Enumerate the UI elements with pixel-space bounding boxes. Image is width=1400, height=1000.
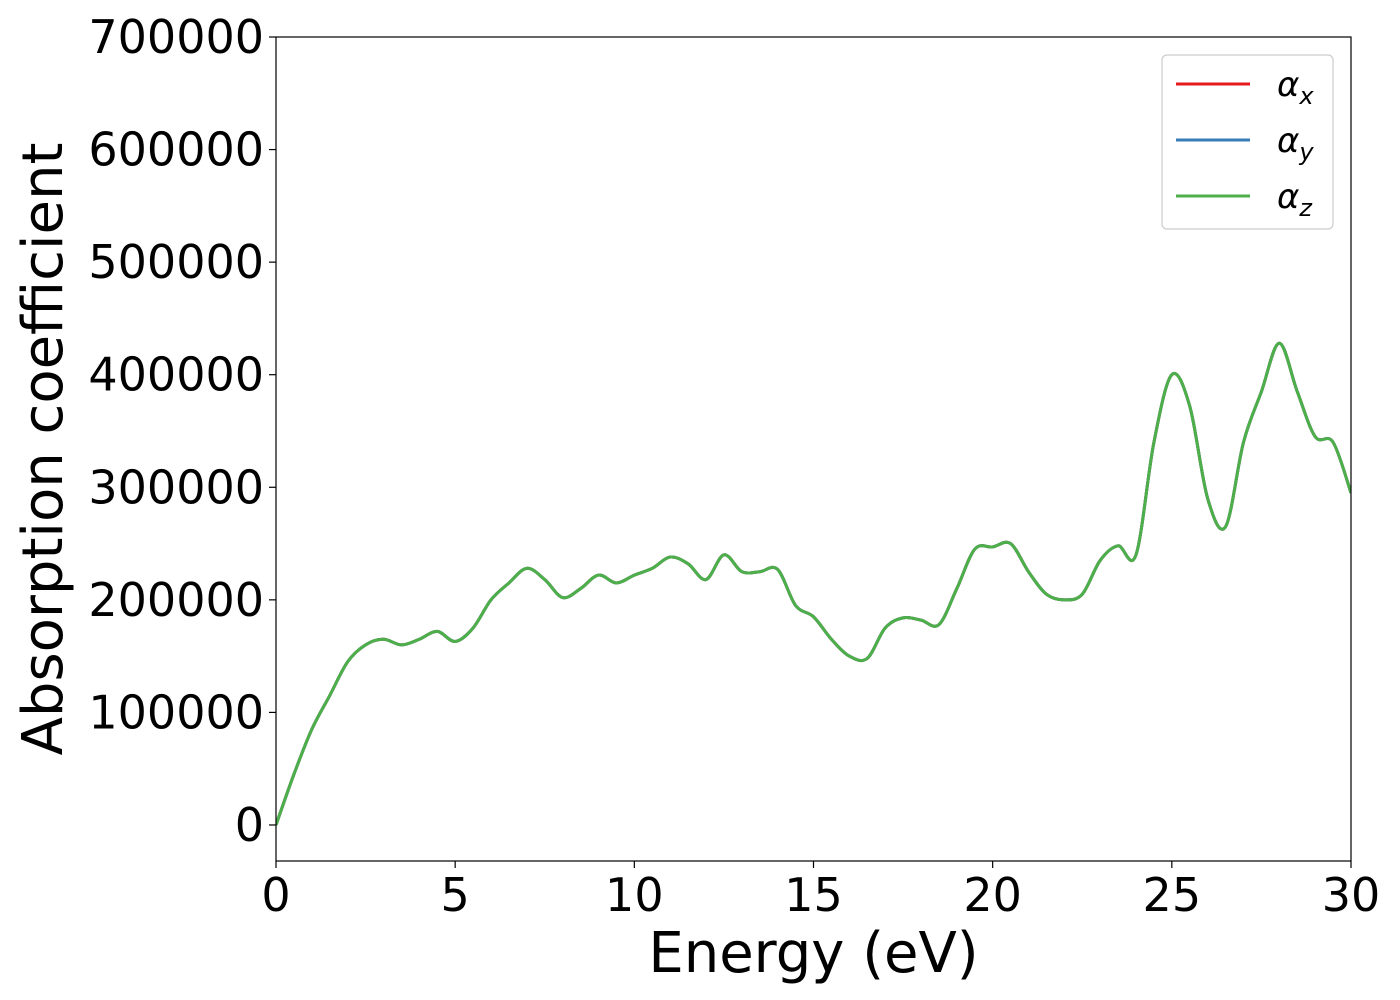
legend-label-x: αx	[1277, 65, 1314, 110]
legend-subscript: y	[1298, 138, 1314, 166]
x-axis-label: Energy (eV)	[648, 921, 978, 986]
legend-box	[1161, 54, 1334, 230]
x-tick-label: 5	[441, 868, 470, 922]
y-tick-label: 700000	[88, 10, 264, 64]
y-axis-label: Absorption coefficient	[11, 143, 76, 756]
y-axis-ticks: 0 100000 200000 300000 400000 500000 600000 700…	[88, 10, 276, 852]
y-tick-label: 100000	[88, 685, 264, 739]
series-line-y	[276, 341, 1351, 826]
legend-label-y: αy	[1277, 121, 1314, 166]
x-tick-label: 30	[1322, 868, 1381, 922]
series-line-z	[276, 341, 1351, 826]
legend-subscript: z	[1298, 194, 1313, 222]
legend-subscript: x	[1298, 82, 1314, 110]
legend-label-z: αz	[1277, 177, 1313, 222]
y-tick-label: 300000	[88, 460, 264, 514]
y-tick-label: 600000	[88, 123, 264, 177]
x-tick-label: 10	[605, 868, 664, 922]
x-tick-label: 25	[1143, 868, 1202, 922]
x-axis-ticks: 0 5 10 15 20 25 30	[261, 861, 1380, 922]
x-tick-label: 0	[261, 868, 290, 922]
legend-symbol: α	[1277, 177, 1299, 217]
series-layer	[276, 341, 1351, 826]
series-line-x	[276, 341, 1351, 826]
x-tick-label: 20	[963, 868, 1022, 922]
y-tick-label: 400000	[88, 348, 264, 402]
y-tick-label: 500000	[88, 235, 264, 289]
legend-symbol: α	[1277, 65, 1299, 105]
legend-symbol: α	[1277, 121, 1299, 161]
y-tick-label: 0	[235, 798, 264, 852]
x-tick-label: 15	[784, 868, 843, 922]
y-tick-label: 200000	[88, 573, 264, 627]
